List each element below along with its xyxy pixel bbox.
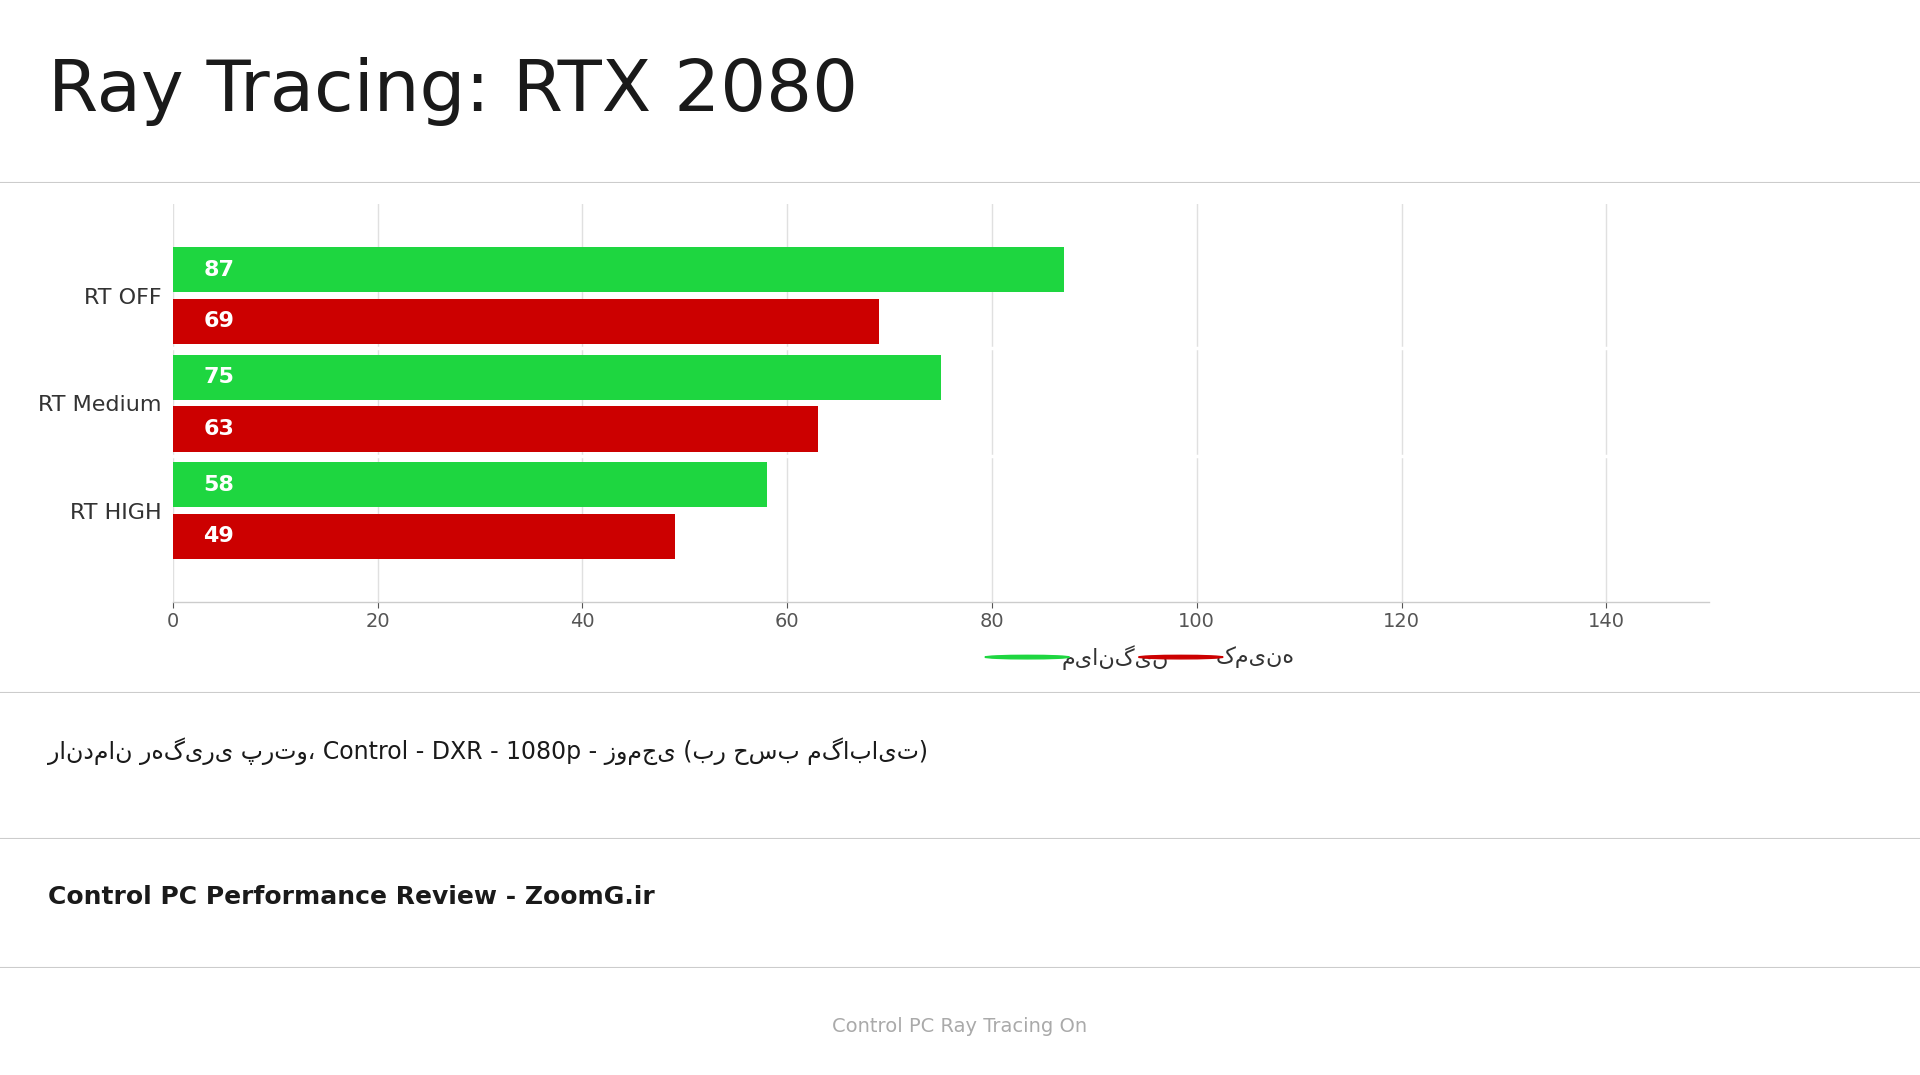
Text: 63: 63 <box>204 419 234 439</box>
Bar <box>173 355 941 400</box>
Text: 49: 49 <box>204 527 234 546</box>
Text: میانگین: میانگین <box>1062 645 1169 670</box>
Bar <box>173 462 766 507</box>
Circle shape <box>1139 656 1223 659</box>
Text: 75: 75 <box>204 368 234 387</box>
Text: 58: 58 <box>204 475 234 494</box>
Text: کمینه: کمینه <box>1215 646 1294 668</box>
Circle shape <box>985 656 1069 659</box>
Text: Ray Tracing: RTX 2080: Ray Tracing: RTX 2080 <box>48 57 858 126</box>
Bar <box>173 247 1064 292</box>
Text: Control PC Performance Review - ZoomG.ir: Control PC Performance Review - ZoomG.ir <box>48 885 655 908</box>
Bar <box>173 299 879 344</box>
Text: Control PC Ray Tracing On: Control PC Ray Tracing On <box>833 1017 1087 1036</box>
Bar <box>173 406 818 452</box>
Text: 87: 87 <box>204 260 234 280</box>
Text: راندمان رهگیری پرتو، Control - DXR - 1080p - زومجی (بر حسب مگابایت): راندمان رهگیری پرتو، Control - DXR - 108… <box>48 737 927 765</box>
Bar <box>173 514 674 559</box>
Text: 69: 69 <box>204 312 234 331</box>
